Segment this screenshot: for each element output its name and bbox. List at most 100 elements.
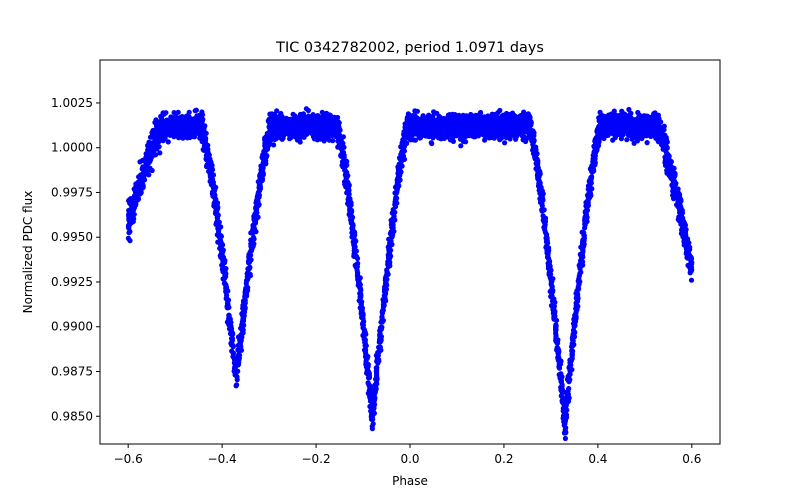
data-point bbox=[648, 133, 654, 139]
data-point bbox=[566, 379, 572, 385]
data-point bbox=[222, 281, 228, 287]
data-point bbox=[234, 377, 240, 383]
data-point bbox=[145, 168, 151, 174]
data-point bbox=[378, 337, 384, 343]
data-point bbox=[242, 292, 249, 298]
data-point bbox=[667, 165, 673, 171]
data-point bbox=[193, 107, 199, 113]
data-point bbox=[290, 111, 296, 117]
data-point bbox=[374, 367, 380, 373]
data-point bbox=[171, 110, 177, 116]
data-point bbox=[336, 119, 342, 126]
data-point bbox=[246, 259, 253, 265]
data-point bbox=[574, 291, 581, 297]
data-point bbox=[583, 209, 589, 215]
data-point bbox=[630, 136, 636, 142]
data-point bbox=[153, 152, 159, 158]
data-point bbox=[520, 137, 526, 143]
data-point bbox=[383, 278, 389, 284]
data-point bbox=[568, 357, 575, 363]
data-point bbox=[371, 388, 378, 394]
data-point bbox=[631, 140, 637, 146]
data-point bbox=[574, 296, 580, 302]
data-point bbox=[300, 111, 307, 117]
data-point bbox=[220, 242, 226, 248]
data-point bbox=[576, 273, 582, 279]
data-point bbox=[342, 181, 348, 187]
data-point bbox=[256, 188, 263, 194]
data-point bbox=[571, 342, 577, 348]
data-point bbox=[157, 150, 163, 156]
data-point bbox=[426, 134, 432, 140]
data-point bbox=[388, 222, 394, 228]
data-point bbox=[357, 291, 363, 297]
data-point bbox=[538, 189, 544, 195]
data-point bbox=[582, 214, 588, 220]
data-point bbox=[374, 374, 380, 380]
data-point bbox=[562, 427, 568, 433]
data-point bbox=[237, 338, 243, 344]
data-point bbox=[651, 111, 657, 117]
data-point bbox=[239, 320, 246, 326]
data-point bbox=[240, 330, 246, 336]
data-point bbox=[209, 162, 215, 168]
data-point bbox=[340, 162, 346, 168]
data-point bbox=[688, 277, 695, 283]
data-point bbox=[567, 371, 573, 377]
data-point bbox=[604, 130, 610, 136]
data-point bbox=[397, 155, 403, 162]
data-point bbox=[366, 383, 372, 389]
data-point bbox=[153, 139, 159, 145]
data-point bbox=[222, 260, 228, 266]
data-point bbox=[392, 190, 398, 196]
data-point bbox=[588, 166, 594, 172]
data-point bbox=[571, 330, 577, 336]
data-point bbox=[200, 112, 206, 118]
data-point bbox=[675, 186, 681, 192]
data-point bbox=[266, 119, 272, 125]
data-point bbox=[212, 210, 219, 217]
data-point bbox=[565, 398, 572, 404]
data-point bbox=[288, 126, 295, 133]
data-point bbox=[431, 109, 437, 115]
data-point bbox=[549, 283, 555, 289]
data-point bbox=[389, 234, 395, 240]
data-point bbox=[253, 212, 259, 218]
data-point bbox=[210, 179, 216, 186]
data-point bbox=[577, 261, 583, 267]
data-point bbox=[379, 319, 385, 325]
data-point bbox=[414, 108, 420, 114]
data-point bbox=[544, 237, 550, 243]
data-point bbox=[271, 142, 277, 148]
data-point bbox=[234, 382, 240, 388]
data-point bbox=[175, 109, 181, 115]
data-point bbox=[678, 196, 684, 202]
data-point bbox=[214, 219, 220, 225]
data-point bbox=[502, 140, 508, 146]
data-point bbox=[489, 111, 495, 117]
data-point bbox=[507, 136, 513, 142]
data-point bbox=[611, 116, 617, 122]
data-point bbox=[314, 137, 320, 143]
data-point bbox=[397, 167, 403, 173]
data-point bbox=[361, 329, 367, 335]
data-point bbox=[390, 229, 396, 235]
data-point bbox=[556, 364, 562, 370]
data-point bbox=[665, 152, 671, 158]
data-point bbox=[376, 344, 382, 350]
data-point bbox=[394, 183, 400, 189]
data-point bbox=[146, 156, 152, 162]
data-point bbox=[269, 116, 275, 122]
data-point bbox=[137, 159, 143, 165]
data-point bbox=[553, 330, 559, 336]
data-point bbox=[168, 114, 174, 120]
data-point bbox=[564, 414, 570, 420]
data-point bbox=[672, 190, 678, 196]
data-point bbox=[224, 287, 230, 293]
data-point bbox=[525, 125, 531, 131]
data-point bbox=[301, 134, 307, 140]
data-point bbox=[163, 110, 169, 116]
data-point bbox=[390, 217, 396, 223]
data-point bbox=[169, 120, 175, 126]
data-point bbox=[506, 119, 513, 125]
